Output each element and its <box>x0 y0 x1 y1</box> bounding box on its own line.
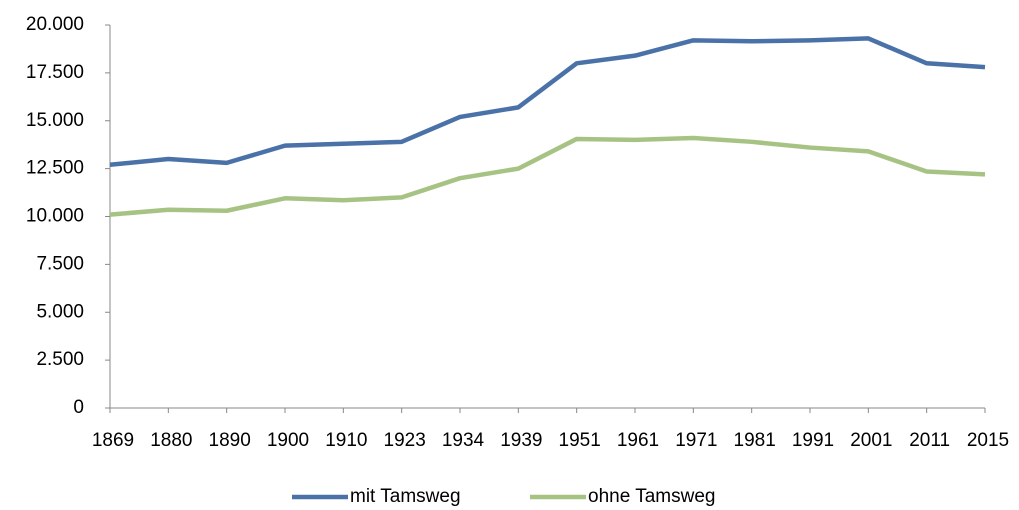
y-tick-label: 12.500 <box>26 158 84 179</box>
x-tick-label: 1923 <box>384 430 426 451</box>
y-tick-label: 20.000 <box>26 14 84 35</box>
x-tick-label: 1981 <box>734 430 776 451</box>
x-tick-label: 1951 <box>559 430 601 451</box>
x-tick-label: 2011 <box>909 430 950 451</box>
x-tick-label: 1939 <box>500 430 542 451</box>
y-tick-label: 10.000 <box>26 206 84 227</box>
line-series <box>109 135 986 217</box>
y-tick-label: 15.000 <box>26 110 84 131</box>
legend-label: mit Tamsweg <box>350 486 461 507</box>
y-tick-label: 17.500 <box>26 62 84 83</box>
x-tick-label: 1910 <box>325 430 367 451</box>
x-tick-label: 1971 <box>675 430 717 451</box>
y-tick-label: 7.500 <box>36 253 84 274</box>
legend-label: ohne Tamsweg <box>588 486 715 507</box>
x-tick-label: 1961 <box>617 430 659 451</box>
x-tick-label: 2001 <box>850 430 892 451</box>
y-tick-label: 0 <box>73 397 84 418</box>
x-tick-label: 1869 <box>92 430 134 451</box>
x-tick-label: 1890 <box>209 430 251 451</box>
y-tick-label: 5.000 <box>36 301 84 322</box>
line-series <box>109 36 986 168</box>
y-tick-label: 2.500 <box>36 349 84 370</box>
x-tick-label: 2015 <box>967 430 1009 451</box>
x-tick-label: 1934 <box>442 430 485 451</box>
x-tick-label: 1991 <box>792 430 834 451</box>
x-tick-label: 1880 <box>150 430 192 451</box>
x-tick-label: 1900 <box>267 430 309 451</box>
